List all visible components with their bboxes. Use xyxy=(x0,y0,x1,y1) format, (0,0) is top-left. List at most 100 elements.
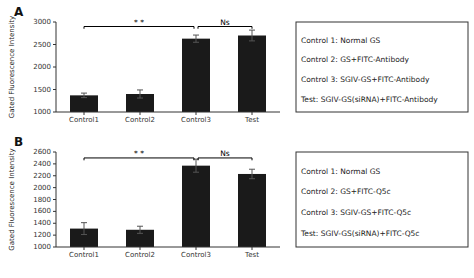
error-line xyxy=(84,223,85,235)
x-tick xyxy=(196,247,197,250)
panel-label: A xyxy=(14,5,24,19)
y-tick xyxy=(53,235,56,236)
error-cap xyxy=(249,169,255,170)
significance-label: * * xyxy=(134,149,144,158)
error-cap xyxy=(81,222,87,223)
bar xyxy=(70,95,98,112)
note-text: Test: SGIV-GS(siRNA)+FITC-Antibody xyxy=(300,95,438,104)
significance-bracket xyxy=(84,27,194,29)
error-cap xyxy=(249,178,255,179)
error-cap xyxy=(249,30,255,31)
y-tick xyxy=(53,67,56,68)
significance-bracket xyxy=(84,158,194,160)
error-line xyxy=(140,226,141,233)
bar xyxy=(238,174,266,247)
y-tick-label: 1400 xyxy=(33,219,51,227)
y-tick xyxy=(53,187,56,188)
y-tick xyxy=(53,152,56,153)
figure: 1000 1500 2000 2500 3000 Control1 Control2 Cont… xyxy=(0,0,474,278)
error-bar xyxy=(137,226,143,233)
error-cap xyxy=(81,234,87,235)
y-tick-label: 2000 xyxy=(33,184,51,192)
bar xyxy=(238,36,266,113)
note-text: Control 1: Normal GS xyxy=(301,36,381,45)
error-cap xyxy=(193,172,199,173)
y-tick-label: 2600 xyxy=(33,148,51,156)
y-tick-label: 1200 xyxy=(33,231,51,239)
panel: 100012001400160018002000220024002600Cont… xyxy=(8,135,468,278)
x-tick-label: Control3 xyxy=(181,251,211,259)
y-tick xyxy=(53,211,56,212)
x-tick-label: Control1 xyxy=(69,116,99,124)
error-line xyxy=(252,30,253,41)
error-line xyxy=(196,159,197,172)
x-tick-label: Control2 xyxy=(125,116,155,124)
note-box xyxy=(296,22,468,112)
error-line xyxy=(196,35,197,42)
marks xyxy=(70,30,266,112)
x-tick xyxy=(252,247,253,250)
x-tick xyxy=(84,112,85,115)
y-tick-label: 2400 xyxy=(33,160,51,168)
x-tick-label: Test xyxy=(244,251,259,259)
x-tick-label: Control2 xyxy=(125,251,155,259)
error-bar xyxy=(249,169,255,179)
error-cap xyxy=(137,226,143,227)
y-tick xyxy=(53,163,56,164)
y-tick-label: 1000 xyxy=(33,108,51,116)
error-line xyxy=(252,169,253,179)
error-cap xyxy=(249,40,255,41)
error-bar xyxy=(193,159,199,172)
note-text: Control 2: GS+FITC-Q5c xyxy=(301,187,391,196)
y-axis-label: Gated Fluorescence Intensity xyxy=(8,16,16,118)
y-tick-label: 1000 xyxy=(33,243,51,251)
y-tick xyxy=(53,22,56,23)
x-axis-line xyxy=(56,247,280,248)
x-tick xyxy=(140,112,141,115)
marks xyxy=(70,159,266,247)
y-tick xyxy=(53,199,56,200)
y-tick-label: 1800 xyxy=(33,196,51,204)
bar xyxy=(182,166,210,247)
bar xyxy=(182,39,210,112)
x-axis-line xyxy=(56,112,280,113)
y-tick-label: 1500 xyxy=(33,86,51,94)
error-cap xyxy=(193,42,199,43)
x-tick-label: Test xyxy=(244,116,259,124)
significance-label: Ns xyxy=(220,18,230,27)
x-tick xyxy=(140,247,141,250)
note-text: Control 2: GS+FITC-Antibody xyxy=(301,55,409,64)
y-tick xyxy=(53,44,56,45)
significance-label: Ns xyxy=(220,149,230,158)
y-tick-label: 2200 xyxy=(33,172,51,180)
y-tick-label: 2000 xyxy=(33,63,51,71)
error-bar xyxy=(81,93,87,98)
y-tick xyxy=(53,175,56,176)
error-bar xyxy=(81,223,87,235)
error-cap xyxy=(193,35,199,36)
error-line xyxy=(84,93,85,98)
panel: 1000 1500 2000 2500 3000 Control1 Control2 Cont… xyxy=(8,5,468,157)
note-text: Test: SGIV-GS(siRNA)+FITC-Q5c xyxy=(300,229,419,238)
panel-label: B xyxy=(14,135,23,149)
error-cap xyxy=(137,98,143,99)
y-tick-label: 2500 xyxy=(33,41,51,49)
x-tick-label: Control3 xyxy=(181,116,211,124)
note-text: Control 3: SGIV-GS+FITC-Antibody xyxy=(301,75,430,84)
error-bar xyxy=(193,35,199,42)
y-tick xyxy=(53,223,56,224)
note-text: Control 1: Normal GS xyxy=(301,167,381,176)
x-tick xyxy=(84,247,85,250)
y-tick xyxy=(53,89,56,90)
y-tick-label: 3000 xyxy=(33,18,51,26)
error-cap xyxy=(81,93,87,94)
y-tick xyxy=(53,112,56,113)
error-bar xyxy=(249,30,255,41)
error-line xyxy=(140,90,141,98)
x-tick-label: Control1 xyxy=(69,251,99,259)
y-axis-label: Gated Fluorescence Intensity xyxy=(8,148,16,250)
significance-label: * * xyxy=(134,18,144,27)
note-text: Control 3: SGIV-GS+FITC-Q5c xyxy=(301,208,411,217)
significance-bracket xyxy=(198,27,252,29)
error-cap xyxy=(137,233,143,234)
